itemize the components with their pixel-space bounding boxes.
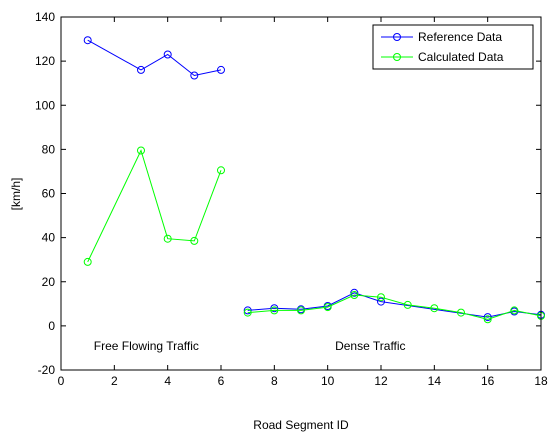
data-point-reference [83,36,92,45]
legend-entry-calculated: Calculated Data [381,50,504,64]
data-point-calculated [217,166,225,175]
data-point-reference [137,65,145,74]
y-tick-label: 60 [42,187,56,201]
x-tick-label: 8 [271,374,278,388]
series-line-reference-segment-1 [87,39,222,77]
data-point-calculated [190,236,199,245]
data-point-calculated [243,308,252,317]
series-line-calculated-segment-1 [87,149,222,263]
data-point-calculated [137,146,145,155]
data-point-calculated [83,257,92,266]
legend: Reference Data Calculated Data [372,24,534,70]
legend-swatch-marker-reference [393,33,401,41]
y-axis-label: [km/h] [9,178,23,211]
y-tick-label: 80 [42,142,56,156]
data-point-calculated [377,293,385,302]
legend-label-reference: Reference Data [418,30,502,44]
data-point-calculated [457,308,465,317]
x-tick-label: 12 [374,374,388,388]
data-point-calculated [323,303,332,312]
data-point-reference [217,65,225,74]
y-tick-label: 120 [35,54,55,68]
legend-entry-reference: Reference Data [381,30,502,44]
data-point-calculated [270,306,279,315]
series-line-calculated-segment-2 [247,294,542,320]
annotation-layer: Free Flowing Traffic Dense Traffic [94,339,406,353]
data-point-calculated [297,306,305,315]
legend-swatch-marker-calculated [393,53,401,61]
annotation-dense-traffic: Dense Traffic [335,339,405,353]
x-tick-label: 16 [481,374,495,388]
x-tick-label: 0 [58,374,65,388]
data-point-reference [163,50,172,59]
data-point-calculated [483,315,492,324]
x-tick-label: 10 [321,374,335,388]
x-tick-label: 14 [428,374,442,388]
x-tick-label: 2 [111,374,118,388]
x-tick-label: 4 [164,374,171,388]
data-point-calculated [403,300,412,309]
y-tick-label: 100 [35,98,55,112]
y-tick-label: 20 [42,275,56,289]
y-tick-label: 40 [42,231,56,245]
data-point-reference [350,288,359,297]
legend-label-calculated: Calculated Data [418,50,504,64]
y-tick-label: 0 [48,319,55,333]
data-point-reference [243,306,252,315]
plot-background [61,17,541,370]
data-point-calculated [510,306,519,315]
annotation-free-flowing-traffic: Free Flowing Traffic [94,339,199,353]
x-tick-label: 6 [218,374,225,388]
x-tick-label: 18 [534,374,548,388]
data-point-calculated [350,291,359,299]
legend-box [372,24,534,70]
y-tick-label: 140 [35,10,55,24]
x-axis-label: Road Segment ID [253,418,349,432]
y-tick-label: -20 [38,363,56,377]
data-point-reference [190,71,199,80]
data-point-calculated [430,304,439,313]
data-point-reference [483,313,492,322]
data-point-calculated [163,234,172,243]
marks-layer [83,36,545,324]
data-point-reference [377,297,385,306]
data-point-reference [270,304,279,313]
